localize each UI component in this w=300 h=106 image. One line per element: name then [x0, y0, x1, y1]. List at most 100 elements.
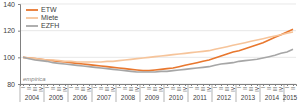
y-tick: 100 — [3, 54, 20, 61]
grid — [20, 4, 296, 84]
x-tick-mark — [221, 84, 222, 86]
x-tick-mark — [167, 84, 168, 86]
x-tick-mark — [203, 84, 204, 86]
legend-label: Miete — [41, 14, 58, 21]
x-tick-mark — [209, 84, 210, 86]
group-separator — [236, 84, 237, 102]
x-tick-mark — [173, 84, 174, 86]
x-tick-mark — [29, 84, 30, 86]
x-tick-mark — [95, 84, 96, 86]
series-line — [23, 49, 293, 72]
y-tick-mark — [18, 31, 20, 32]
y-tick-label: 140 — [3, 1, 15, 8]
x-tick-mark — [83, 84, 84, 86]
x-tick: II — [290, 84, 296, 90]
x-tick-mark — [101, 84, 102, 86]
group-separator — [260, 84, 261, 102]
group-separator — [188, 84, 189, 102]
x-tick-mark — [263, 84, 264, 86]
y-tick: 80 — [7, 81, 20, 88]
group-label: 2011 — [193, 94, 207, 101]
group-separator — [212, 84, 213, 102]
x-tick-mark — [191, 84, 192, 86]
legend-swatch — [26, 17, 38, 19]
x-tick-mark — [161, 84, 162, 86]
x-tick-mark — [59, 84, 60, 86]
x-tick-mark — [149, 84, 150, 86]
x-tick-mark — [179, 84, 180, 86]
x-tick-mark — [137, 84, 138, 86]
group-separator — [44, 84, 45, 102]
legend: ETWMieteEZFH — [26, 6, 59, 29]
x-tick-mark — [239, 84, 240, 86]
y-tick: 140 — [3, 1, 20, 8]
x-tick-mark — [107, 84, 108, 86]
group-label: 2008 — [121, 94, 136, 101]
group-label: 2012 — [217, 94, 232, 101]
x-tick-mark — [89, 84, 90, 86]
x-tick-mark — [251, 84, 252, 86]
x-tick-mark — [65, 84, 66, 86]
x-axis-line — [21, 85, 297, 87]
legend-item: ETW — [26, 6, 57, 13]
group-label: 2010 — [169, 94, 184, 101]
legend-item: EZFH — [26, 22, 59, 29]
group-separator — [68, 84, 69, 102]
group-label: 2014 — [265, 94, 280, 101]
x-tick-mark — [197, 84, 198, 86]
group-separator — [116, 84, 117, 102]
chart: 80 100 120 140 IIIIIIIVIIIIIIIVIIIIIIIVIIIII… — [0, 0, 300, 106]
x-tick-mark — [71, 84, 72, 86]
x-tick-mark — [143, 84, 144, 86]
x-axis: IIIIIIIVIIIIIIIVIIIIIIIVIIIIIIIVIIIIIIIV… — [20, 84, 296, 92]
y-tick-label: 120 — [3, 27, 15, 34]
legend-swatch — [26, 9, 38, 11]
series-line — [23, 32, 293, 62]
lines — [23, 29, 293, 72]
group-label: 2015 — [283, 94, 298, 101]
annotation: empirica — [23, 76, 46, 82]
y-tick-label: 100 — [3, 54, 15, 61]
grid-line — [20, 30, 296, 31]
x-tick-mark — [293, 84, 294, 86]
group-separator — [92, 84, 93, 102]
x-tick-mark — [215, 84, 216, 86]
y-tick-label: 80 — [7, 81, 15, 88]
group-separator — [164, 84, 165, 102]
group-separator — [140, 84, 141, 102]
x-tick-mark — [53, 84, 54, 86]
group-label: 2009 — [145, 94, 160, 101]
x-tick-mark — [185, 84, 186, 86]
legend-label: ETW — [41, 6, 57, 13]
legend-swatch — [26, 25, 38, 27]
x-tick-mark — [287, 84, 288, 86]
y-tick-mark — [18, 4, 20, 5]
group-label: 2006 — [73, 94, 88, 101]
group-label: 2007 — [97, 94, 112, 101]
x-tick-mark — [35, 84, 36, 86]
x-tick-mark — [23, 84, 24, 86]
x-tick-mark — [113, 84, 114, 86]
group-label: 2005 — [49, 94, 64, 101]
x-tick-mark — [119, 84, 120, 86]
group-separator — [20, 84, 21, 102]
x-tick-mark — [281, 84, 282, 86]
x-tick-mark — [125, 84, 126, 86]
x-tick-mark — [245, 84, 246, 86]
x-tick-label: II — [290, 87, 296, 90]
y-tick: 120 — [3, 27, 20, 34]
y-axis: 80 100 120 140 — [3, 1, 20, 88]
x-tick-mark — [257, 84, 258, 86]
plot: 80 100 120 140 IIIIIIIVIIIIIIIVIIIIIIIVIIIII… — [3, 1, 297, 102]
x-tick-mark — [233, 84, 234, 86]
y-axis-line — [18, 5, 21, 85]
x-tick-mark — [269, 84, 270, 86]
y-tick-mark — [18, 57, 20, 58]
x-tick-mark — [227, 84, 228, 86]
x-tick-mark — [155, 84, 156, 86]
x-tick-mark — [131, 84, 132, 86]
x-tick-mark — [41, 84, 42, 86]
legend-item: Miete — [26, 14, 58, 21]
group-label: 2004 — [25, 94, 40, 101]
group-label: 2013 — [241, 94, 256, 101]
